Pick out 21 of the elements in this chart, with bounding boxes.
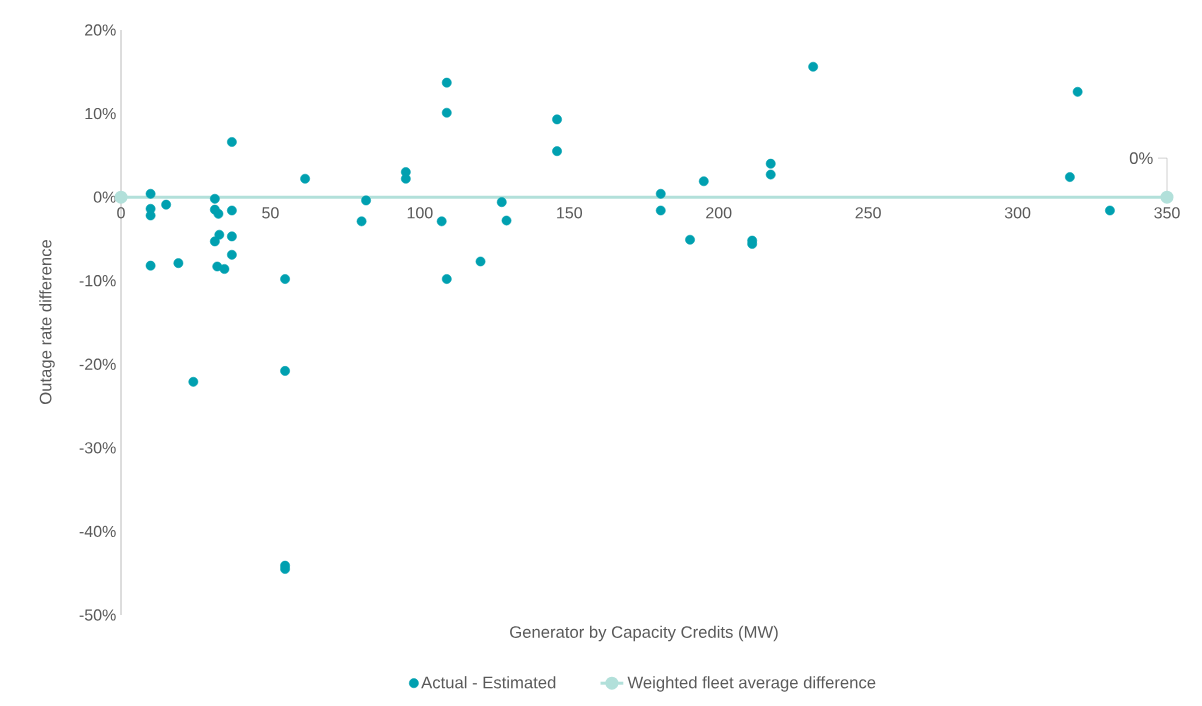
x-tick-label: 100 [407,207,433,219]
y-tick-label: -20% [79,358,116,370]
y-tick-label: -40% [79,525,116,538]
y-tick-label: -10% [79,275,116,287]
y-tick-label: 20% [85,24,116,36]
x-tick-label: 350 [1154,207,1180,219]
annotation: 0% [1129,152,1153,165]
x-tick-label: 250 [855,207,881,219]
y-tick-label: 10% [85,107,116,120]
legend-label: Actual - Estimated [421,676,556,689]
y-tick-label: 0% [93,191,116,203]
x-tick-label: 0 [117,207,125,219]
y-tick-label: -30% [79,442,116,454]
x-tick-label: 150 [557,207,583,219]
x-axis-title: Generator by Capacity Credits (MW) [510,625,778,642]
x-tick-label: 300 [1004,207,1031,219]
x-tick-label: 200 [706,207,732,219]
y-axis-title: Outage rate difference [39,239,55,404]
legend-label: Weighted fleet average difference [627,676,876,692]
y-tick-label: -50% [79,609,116,621]
x-tick-label: 50 [262,207,279,219]
